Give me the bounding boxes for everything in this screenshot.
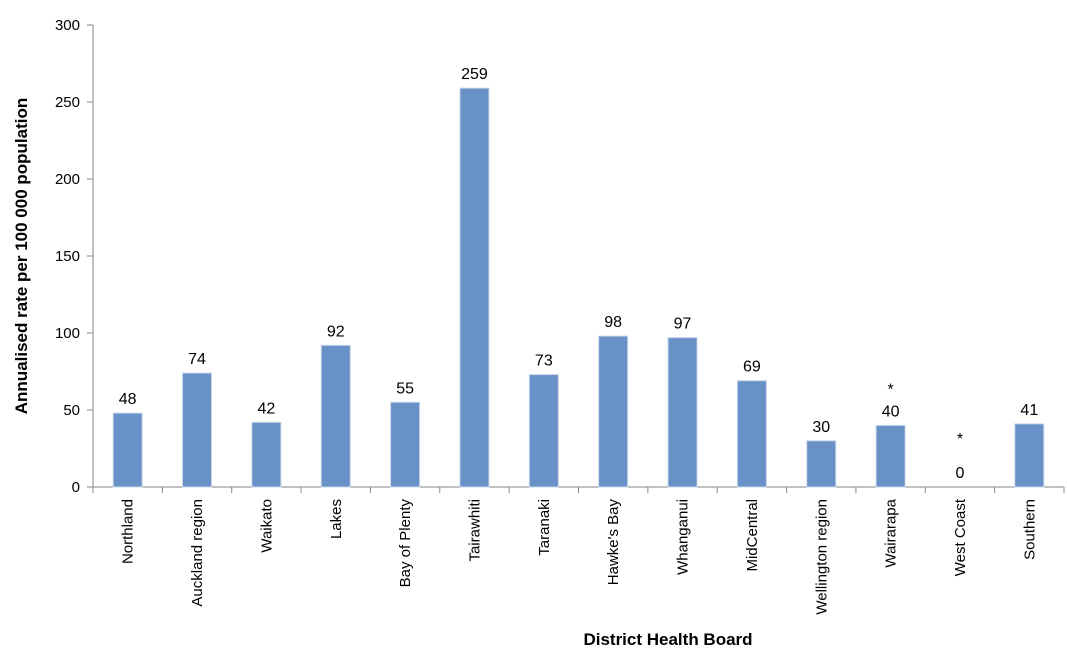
bar [320,344,351,488]
bar [875,424,906,488]
data-label: 40 [882,403,900,420]
y-tick-label: 0 [72,479,80,496]
bars [112,87,1045,488]
bar [251,421,282,488]
x-tick-label: Hawke's Bay [605,499,622,586]
x-tick-label: Waikato [258,499,275,553]
y-tick-label: 300 [55,17,80,34]
y-tick-label: 250 [55,94,80,111]
x-tick-label: Taranaki [536,499,553,556]
x-tick-label: Northland [120,499,137,564]
data-label: 92 [327,323,345,340]
bar [806,440,837,488]
x-axis: Northland Auckland region Waikato Lakes Bay … [92,486,1065,615]
x-tick-label: Whanganui [675,499,692,575]
data-label: 55 [396,380,414,397]
data-label: 69 [743,359,761,376]
bar [390,401,421,488]
y-tick-label: 50 [63,402,80,419]
x-axis-title: District Health Board [583,630,752,649]
annotation-asterisk: * [887,381,893,398]
x-tick-label: Wairarapa [883,498,900,567]
data-labels: 48 74 42 92 55 259 73 98 97 69 30 40 * 0 * 41 [119,66,1039,482]
data-label: 41 [1020,402,1038,419]
y-axis-title: Annualised rate per 100 000 population [12,98,31,414]
data-label: 30 [812,419,830,436]
x-tick-label: Southern [1021,499,1038,560]
annotation-asterisk: * [957,431,963,448]
data-label: 42 [257,400,275,417]
data-label: 0 [956,465,965,482]
x-tick-label: Tairawhiti [466,499,483,562]
x-tick-label: West Coast [952,498,969,576]
bar [598,335,629,488]
bar [112,412,143,488]
y-tick-label: 150 [55,248,80,265]
y-tick-label: 200 [55,171,80,188]
x-tick-label: Auckland region [189,499,206,607]
x-tick-label: Lakes [328,499,345,539]
bar [182,372,213,488]
bar [528,374,559,488]
bar [736,380,767,488]
data-label: 74 [188,351,206,368]
x-tick-label: Wellington region [813,499,830,615]
data-label: 97 [674,316,692,333]
x-tick-label: Bay of Plenty [397,499,414,588]
bar [1014,423,1045,488]
data-label: 98 [604,314,622,331]
y-tick-label: 100 [55,325,80,342]
data-label: 259 [461,66,488,83]
y-axis: 0 50 100 150 200 250 300 [55,17,94,496]
data-label: 48 [119,391,137,408]
data-label: 73 [535,353,553,370]
bar [667,337,698,488]
bar [459,87,490,488]
x-tick-label: MidCentral [744,499,761,572]
